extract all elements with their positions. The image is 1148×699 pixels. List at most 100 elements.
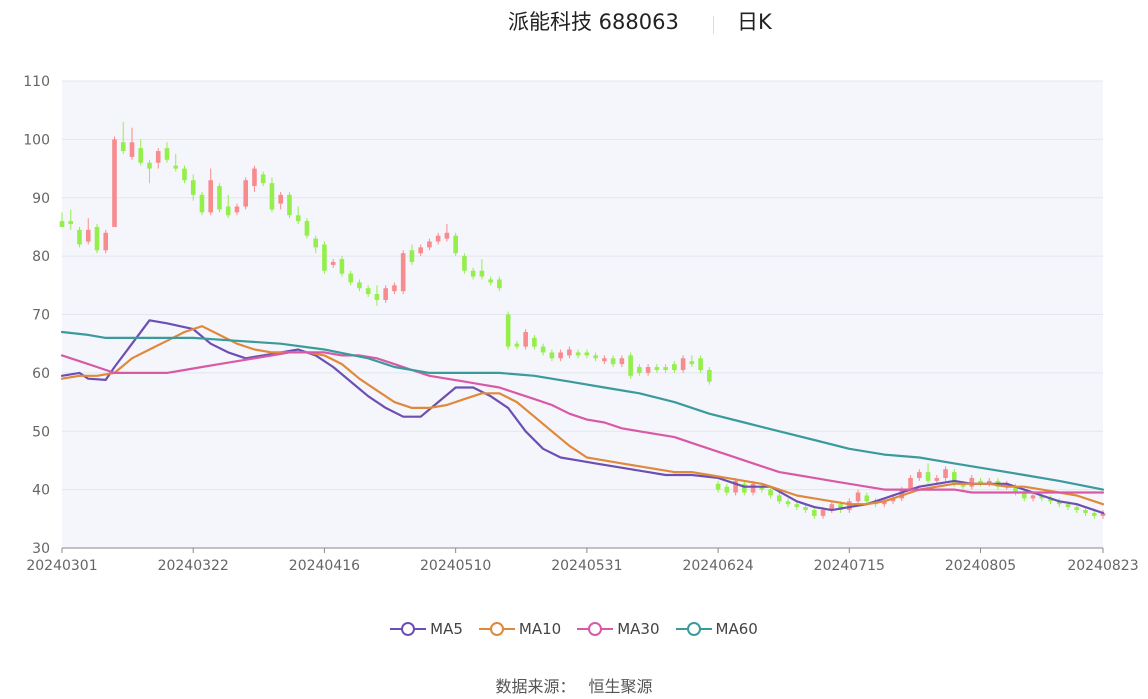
candle bbox=[628, 352, 633, 379]
candle bbox=[339, 256, 345, 277]
candle-body bbox=[295, 215, 301, 222]
source-value: 恒生聚源 bbox=[588, 677, 653, 696]
candle bbox=[742, 480, 747, 496]
candle bbox=[129, 127, 135, 160]
candle bbox=[733, 477, 738, 496]
candle-body bbox=[742, 483, 747, 493]
candle-body bbox=[934, 477, 940, 481]
candle-body bbox=[663, 367, 668, 370]
candle-body bbox=[1004, 483, 1010, 487]
line-ma30 bbox=[60, 351, 1105, 494]
candle-body bbox=[593, 355, 598, 359]
legend-item-ma60[interactable]: MA60 bbox=[675, 620, 758, 638]
candle-body bbox=[400, 253, 406, 292]
candle-body bbox=[322, 244, 327, 271]
candle bbox=[287, 191, 292, 219]
candle bbox=[313, 235, 318, 254]
candle bbox=[278, 191, 283, 210]
candle-body bbox=[252, 168, 257, 187]
candle bbox=[1039, 492, 1045, 502]
legend-label: MA60 bbox=[715, 620, 758, 638]
candle bbox=[1074, 504, 1080, 513]
candle bbox=[374, 285, 380, 306]
candle-body bbox=[637, 367, 642, 373]
source-label: 数据来源： bbox=[495, 677, 576, 696]
chart-title-bar: 派能科技 688063 日K bbox=[0, 6, 1148, 40]
candle-body bbox=[759, 486, 765, 490]
legend-item-ma5[interactable]: MA5 bbox=[390, 620, 463, 638]
y-tick-label: 70 bbox=[32, 308, 50, 324]
candle bbox=[208, 168, 214, 216]
candle-body bbox=[330, 261, 336, 265]
candle bbox=[427, 238, 432, 251]
title-divider bbox=[713, 16, 714, 34]
candle bbox=[260, 171, 266, 187]
candle bbox=[470, 267, 476, 280]
candle bbox=[847, 498, 852, 513]
candle-body bbox=[409, 250, 415, 262]
candle bbox=[514, 340, 520, 350]
candle-body bbox=[969, 477, 975, 487]
candle-body bbox=[943, 469, 948, 478]
candle-body bbox=[689, 361, 695, 365]
candle-body bbox=[1074, 507, 1080, 511]
candle-body bbox=[715, 483, 721, 490]
candle-body bbox=[768, 489, 773, 496]
candle-body bbox=[129, 142, 135, 157]
candle-body bbox=[269, 183, 275, 210]
candle-body bbox=[820, 510, 826, 516]
line-ma5 bbox=[60, 319, 1105, 515]
legend-item-ma10[interactable]: MA10 bbox=[478, 620, 561, 638]
candle bbox=[462, 253, 467, 274]
candle bbox=[558, 349, 563, 362]
candle bbox=[925, 463, 931, 484]
candle bbox=[505, 311, 511, 350]
candle-body bbox=[103, 232, 109, 251]
x-axis: 20240301 20240322 20240416 20240510 20240531… bbox=[26, 547, 1139, 574]
candle-body bbox=[85, 229, 91, 242]
candle-body bbox=[1083, 510, 1088, 513]
candle-body bbox=[190, 180, 196, 195]
candle-body bbox=[986, 480, 992, 484]
candle-body bbox=[724, 486, 730, 493]
legend-circle-icon bbox=[390, 622, 427, 636]
candle bbox=[619, 355, 625, 368]
candle-body bbox=[77, 229, 82, 245]
candle-body bbox=[444, 232, 450, 239]
candle bbox=[155, 148, 161, 169]
candle bbox=[94, 224, 100, 254]
candle bbox=[243, 177, 249, 210]
legend-circle-icon bbox=[675, 622, 712, 636]
candle-body bbox=[864, 495, 870, 502]
candle-body bbox=[812, 510, 817, 516]
candles bbox=[59, 121, 1106, 519]
y-tick-label: 90 bbox=[32, 191, 50, 207]
candle bbox=[138, 139, 144, 166]
candle bbox=[1056, 498, 1062, 508]
candle-body bbox=[672, 364, 677, 370]
candle-body bbox=[59, 221, 65, 227]
candle-body bbox=[278, 194, 283, 204]
candle bbox=[785, 498, 791, 508]
candle-body bbox=[199, 194, 205, 213]
legend-circle-icon bbox=[577, 622, 614, 636]
candle-body bbox=[1065, 504, 1071, 508]
candle-body bbox=[147, 162, 152, 169]
line-ma60 bbox=[60, 330, 1105, 491]
candle-body bbox=[339, 259, 345, 274]
candle bbox=[777, 492, 782, 505]
candle-body bbox=[829, 504, 835, 511]
candle bbox=[479, 259, 485, 280]
candle bbox=[217, 183, 222, 213]
candle bbox=[724, 483, 730, 496]
legend-circle-icon bbox=[478, 622, 515, 636]
candle bbox=[855, 489, 861, 505]
candle bbox=[85, 218, 91, 245]
y-tick-label: 100 bbox=[23, 132, 50, 148]
candle-body bbox=[567, 349, 572, 356]
candle-body bbox=[1039, 495, 1045, 499]
legend-item-ma30[interactable]: MA30 bbox=[577, 620, 660, 638]
candle-body bbox=[540, 346, 546, 353]
candle-body bbox=[803, 507, 808, 511]
